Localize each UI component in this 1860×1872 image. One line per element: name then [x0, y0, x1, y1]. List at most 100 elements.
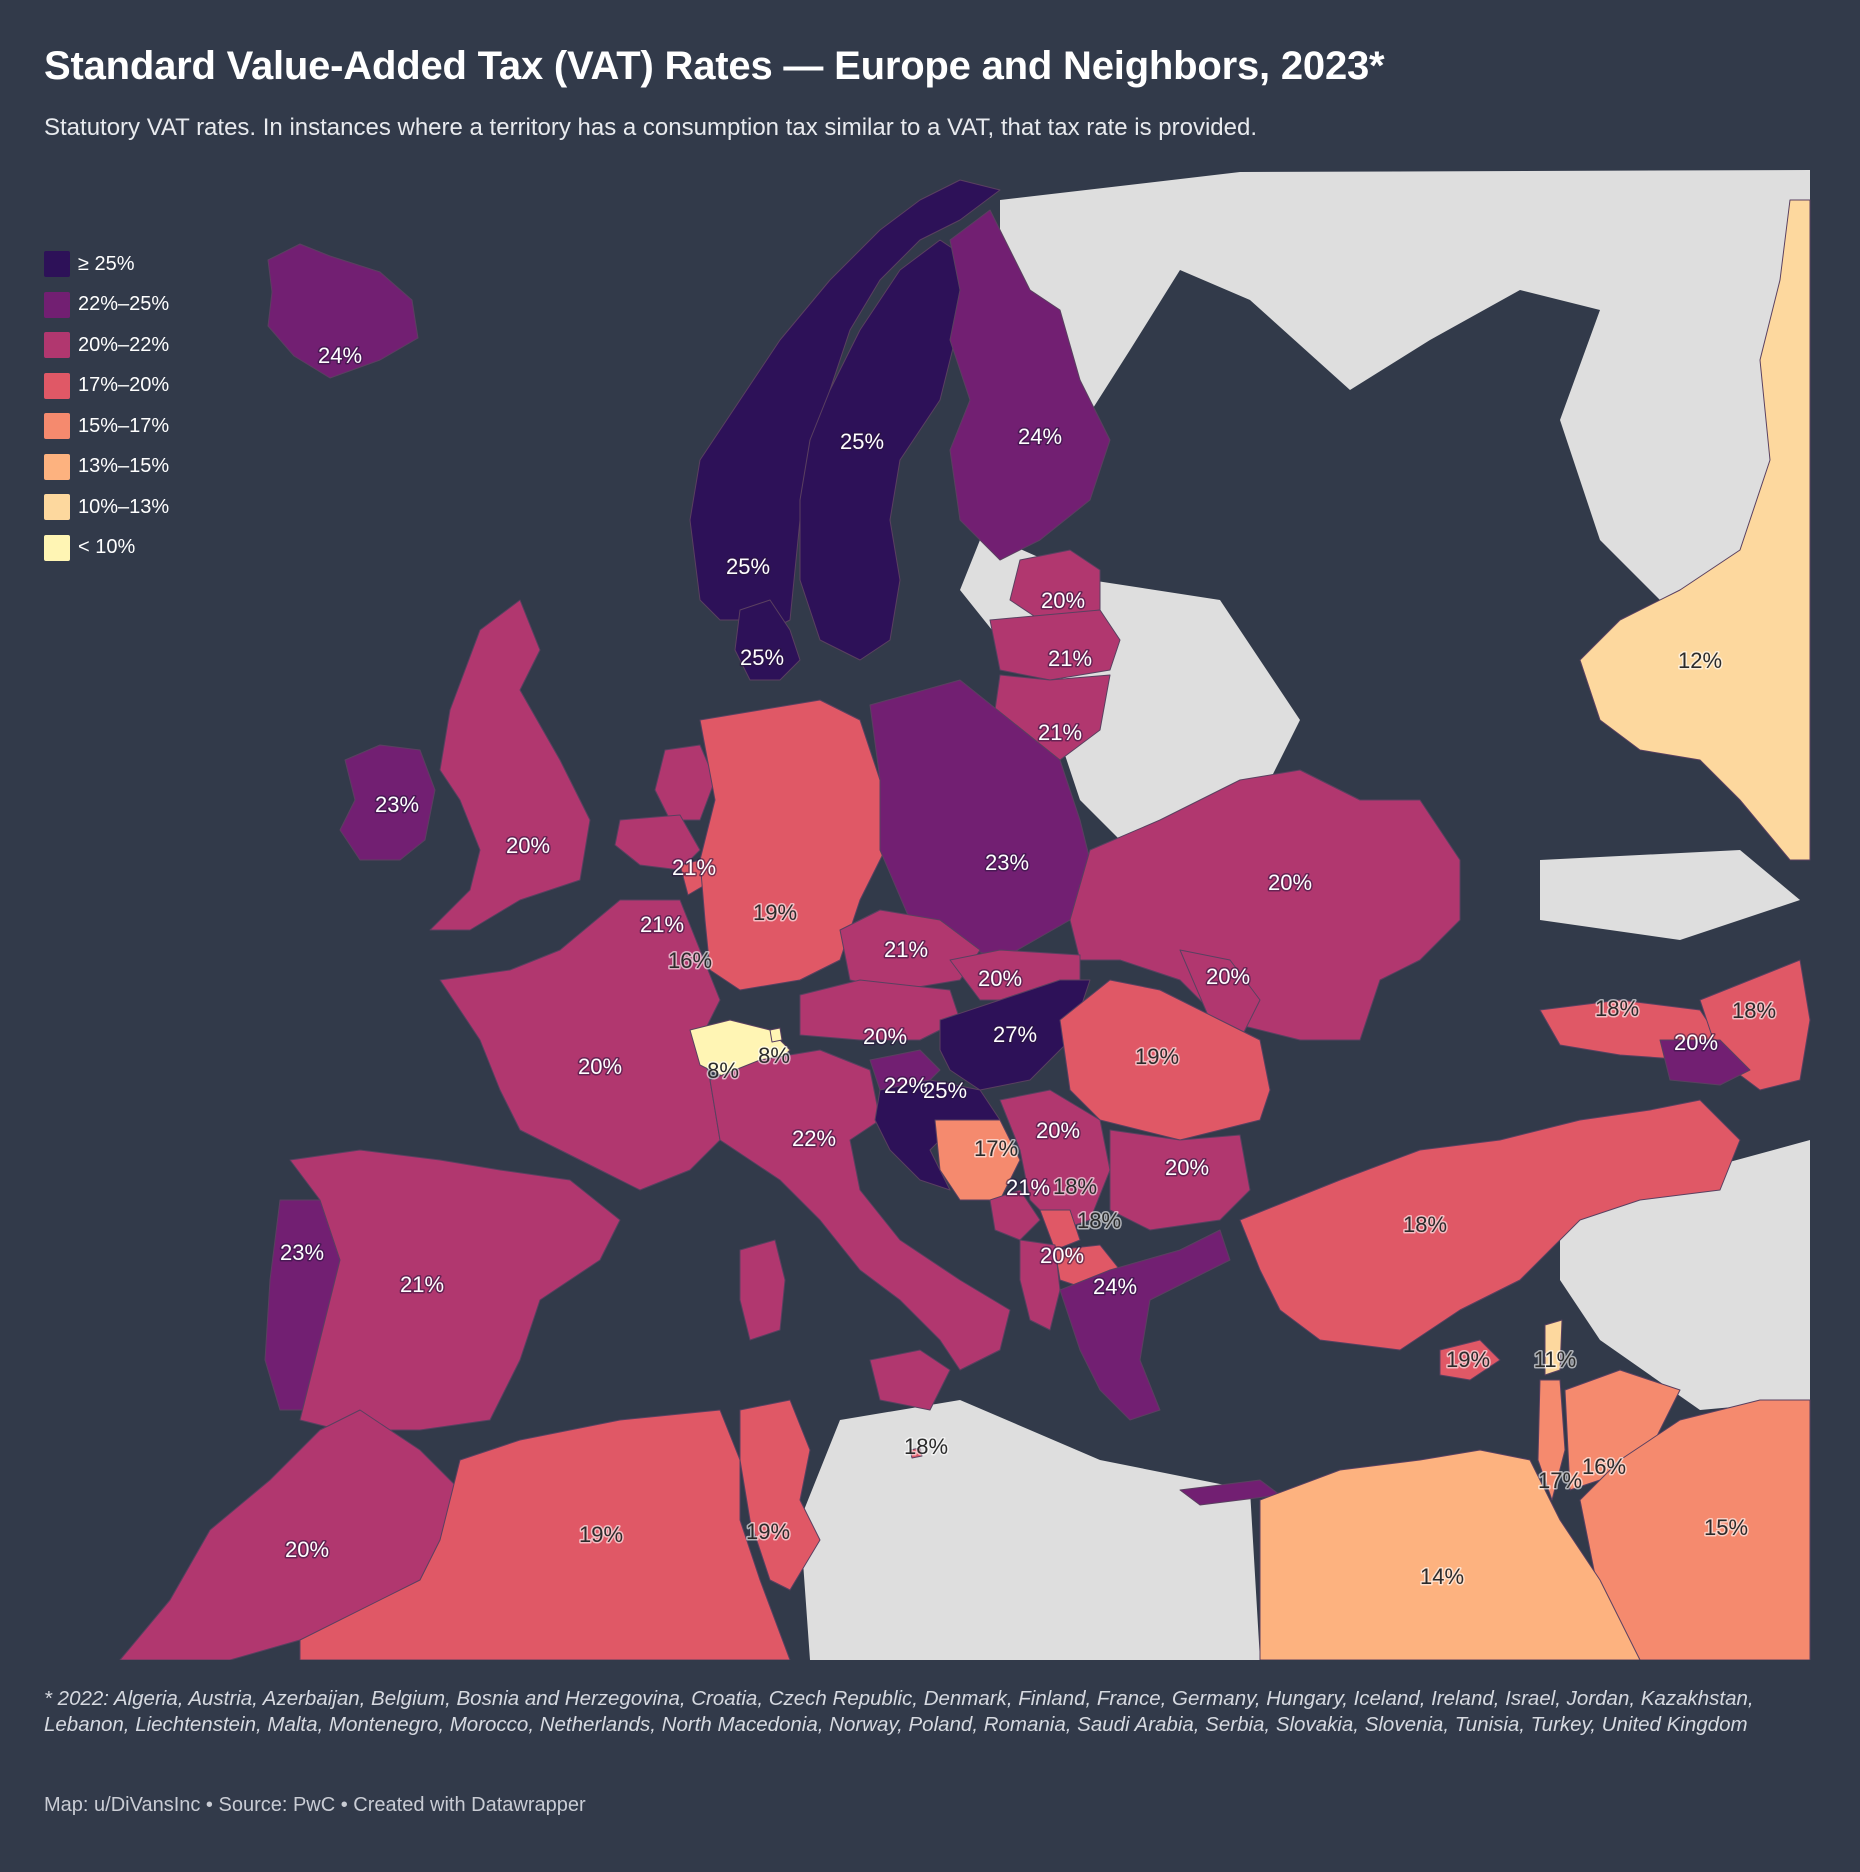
map-label: 21%: [1006, 1175, 1050, 1200]
egypt: [1259, 1449, 1641, 1660]
vat-map: 24% 25% 25% 24% 25% 20% 21% 21% 23% 20% …: [0, 160, 1860, 1660]
legend-swatch: [44, 291, 70, 318]
moldova: [1179, 949, 1261, 1041]
hungary: [939, 979, 1091, 1091]
map-label: 24%: [1018, 424, 1062, 449]
legend-label: ≥ 25%: [78, 252, 135, 275]
legend-item: 15%–17%: [44, 406, 169, 447]
legend-label: < 10%: [78, 536, 136, 559]
legend-item: 13%–15%: [44, 447, 169, 488]
map-label: 25%: [726, 554, 770, 579]
legend-item: 10%–13%: [44, 487, 169, 528]
legend-item: ≥ 25%: [44, 244, 169, 285]
legend-label: 17%–20%: [78, 374, 170, 397]
map-label: 19%: [579, 1522, 623, 1547]
map-label: 16%: [1582, 1454, 1626, 1479]
map-label: 20%: [285, 1537, 329, 1562]
turkey: [1239, 1099, 1741, 1351]
legend-swatch: [44, 413, 70, 440]
legend-label: 13%–15%: [78, 455, 170, 478]
legend-item: 22%–25%: [44, 285, 169, 326]
footnote: * 2022: Algeria, Austria, Azerbaijan, Be…: [44, 1687, 1754, 1736]
legend-swatch: [44, 534, 70, 561]
map-label: 14%: [1420, 1564, 1464, 1589]
malta: [909, 1447, 923, 1459]
france: [439, 899, 721, 1191]
germany: [699, 699, 891, 991]
countries: [119, 179, 1811, 1660]
legend-item: 20%–22%: [44, 325, 169, 366]
map-label: 18%: [904, 1434, 948, 1459]
map-label: 18%: [1595, 996, 1639, 1021]
sardinia: [739, 1239, 786, 1341]
map-label: 25%: [840, 429, 884, 454]
map-label: 17%: [1538, 1468, 1582, 1493]
map-label: 21%: [1048, 646, 1092, 671]
legend-swatch: [44, 372, 70, 399]
map-label: 25%: [923, 1078, 967, 1103]
map-label: 15%: [1704, 1515, 1748, 1540]
map-label: 20%: [506, 833, 550, 858]
map-label: 21%: [400, 1272, 444, 1297]
latvia: [989, 609, 1121, 681]
iceland: [267, 243, 419, 379]
united-kingdom: [429, 599, 591, 931]
map-label: 27%: [993, 1022, 1037, 1047]
legend-swatch: [44, 251, 70, 278]
map-label: 11%: [1534, 1347, 1576, 1372]
kosovo: [1039, 1209, 1081, 1251]
map-label: 18%: [1732, 998, 1776, 1023]
rate-labels: 24% 25% 25% 24% 25% 20% 21% 21% 23% 20% …: [278, 341, 1777, 1590]
denmark: [734, 599, 801, 681]
serbia: [999, 1089, 1111, 1231]
byline: Map: u/DiVansInc • Source: PwC • Created…: [44, 1794, 586, 1816]
map-label: 21%: [884, 937, 928, 962]
legend-item: < 10%: [44, 528, 169, 569]
finland: [949, 209, 1111, 561]
map-label: 20%: [1206, 964, 1250, 989]
legend-swatch: [44, 332, 70, 359]
legend-swatch: [44, 453, 70, 480]
map-label: 20%: [1268, 870, 1312, 895]
map-label: 21%: [1038, 720, 1082, 745]
map-label: 25%: [740, 645, 784, 670]
map-label: 22%: [884, 1073, 928, 1098]
map-label: 19%: [746, 1519, 790, 1544]
chart-title: Standard Value-Added Tax (VAT) Rates — E…: [44, 44, 1385, 88]
kazakhstan: [1579, 199, 1811, 861]
netherlands: [654, 744, 716, 821]
map-label: 19%: [753, 900, 797, 925]
map-label: 18%: [1077, 1208, 1121, 1233]
map-label: 23%: [280, 1240, 324, 1265]
legend-label: 15%–17%: [78, 414, 170, 437]
legend-item: 17%–20%: [44, 366, 169, 407]
map-label: 12%: [1678, 648, 1722, 673]
spain: [289, 1149, 621, 1431]
legend-label: 20%–22%: [78, 333, 170, 356]
map-label: 18%: [1403, 1212, 1447, 1237]
map-label: 20%: [1165, 1155, 1209, 1180]
armenia: [1659, 1039, 1751, 1086]
map-label: 23%: [375, 792, 419, 817]
map-label: 19%: [1446, 1347, 1490, 1372]
map-label: 8%: [707, 1058, 739, 1083]
map-label: 21%: [672, 855, 716, 880]
algeria: [299, 1409, 791, 1660]
map-label: 24%: [1093, 1274, 1137, 1299]
map-label: 20%: [1040, 1243, 1084, 1268]
legend-label: 22%–25%: [78, 293, 170, 316]
belgium: [614, 814, 701, 871]
albania: [1019, 1239, 1061, 1331]
ireland: [339, 744, 436, 861]
poland: [869, 679, 1091, 961]
sweden: [799, 239, 971, 661]
map-label: 20%: [863, 1024, 907, 1049]
liechtenstein: [769, 1027, 783, 1043]
lebanon: [1544, 1319, 1563, 1376]
israel: [1537, 1379, 1566, 1501]
map-label: 19%: [1135, 1044, 1179, 1069]
map-label: 20%: [1041, 588, 1085, 613]
map-label: 20%: [1036, 1118, 1080, 1143]
cyprus: [1439, 1339, 1501, 1381]
map-label: 24%: [318, 343, 362, 368]
